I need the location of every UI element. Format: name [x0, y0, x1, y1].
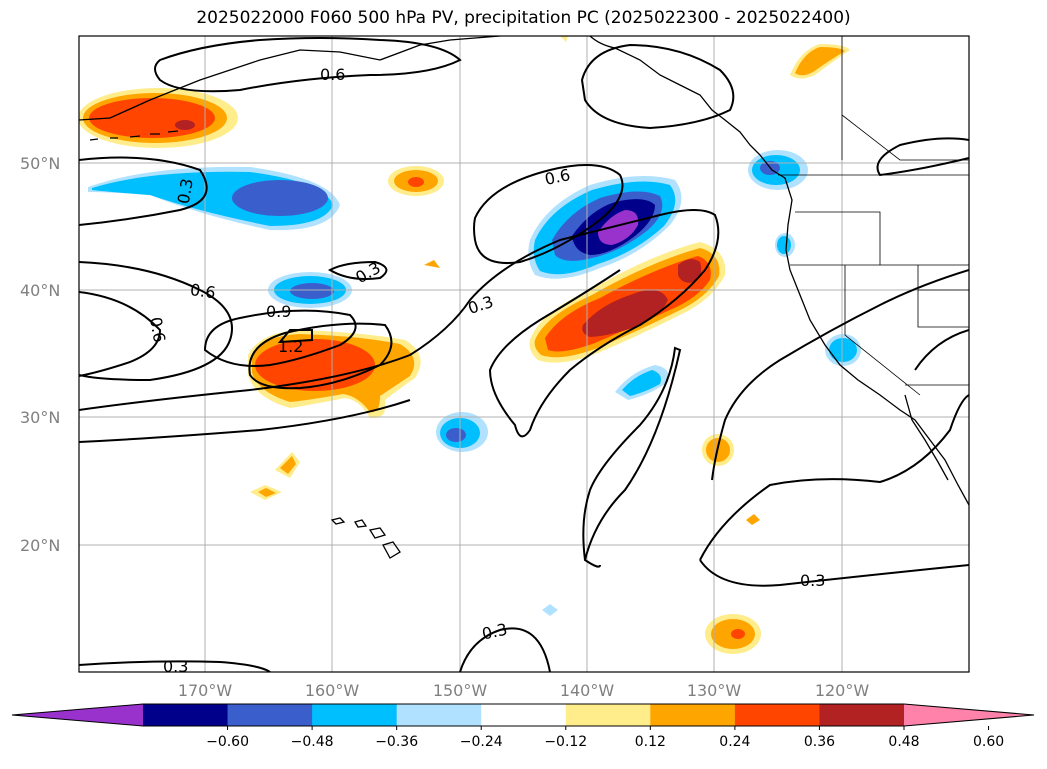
- colorbar-segment: [143, 704, 229, 726]
- colorbar-tick-label: 0.60: [973, 734, 1004, 750]
- gridlines: [79, 36, 969, 672]
- contour-label: 0.3: [174, 177, 197, 205]
- colorbar-segment: [312, 704, 398, 726]
- latitude-labels: 50°N 40°N 30°N 20°N: [20, 154, 60, 555]
- contour-label: 0.6: [543, 165, 572, 189]
- colorbar-segment: [734, 704, 820, 726]
- colorbar-tick-label: −0.36: [375, 734, 418, 750]
- lon-label: 160°W: [305, 681, 360, 700]
- contour-label: 0.3: [163, 657, 188, 676]
- contour-label: 1.2: [278, 337, 303, 356]
- contour-label: 0.9: [266, 302, 291, 321]
- contour-labels: 0.6 0.3 0.6 0.6 0.3 0.9 1.2 0.3 0.6 0.3 …: [146, 65, 825, 676]
- contour-label: 0.3: [800, 571, 825, 590]
- contour-label: 0.3: [466, 292, 496, 318]
- colorbar-segment: [227, 704, 313, 726]
- colorbar-segment: [650, 704, 736, 726]
- colorbar-segment: [565, 704, 651, 726]
- longitude-labels: 170°W 160°W 150°W 140°W 130°W 120°W: [178, 681, 870, 700]
- state-borders: [778, 36, 969, 396]
- lat-label: 40°N: [20, 281, 60, 300]
- colorbar-segment: [396, 704, 482, 726]
- colorbar-tick-label: −0.12: [544, 734, 587, 750]
- colorbar-tick-label: 0.24: [719, 734, 750, 750]
- colorbar-tick-label: −0.48: [291, 734, 334, 750]
- colorbar-tick-label: −0.24: [460, 734, 503, 750]
- colorbar-segment: [819, 704, 905, 726]
- lon-label: 130°W: [687, 681, 742, 700]
- colorbar-outline: [11, 703, 1035, 727]
- lat-label: 20°N: [20, 536, 60, 555]
- precip-shading: [79, 36, 861, 654]
- lat-label: 30°N: [20, 408, 60, 427]
- colorbar-tick-label: 0.36: [804, 734, 835, 750]
- contour-label: 0.6: [320, 65, 345, 84]
- map-frame: [78, 35, 970, 673]
- lon-label: 120°W: [815, 681, 870, 700]
- colorbar: −0.60 −0.48 −0.36 −0.24 −0.12 0.12 0.24 0.36 0.4…: [11, 703, 1035, 750]
- colorbar-segment: [481, 704, 567, 726]
- map-title: 2025022000 F060 500 hPa PV, precipitatio…: [196, 8, 851, 28]
- pv-contours: [79, 37, 969, 672]
- colorbar-extend-high: [904, 704, 1034, 726]
- colorbar-tick-label: 0.48: [888, 734, 919, 750]
- lon-label: 140°W: [560, 681, 615, 700]
- contour-label: 0.6: [189, 280, 217, 302]
- map-content: 0.6 0.3 0.6 0.6 0.3 0.9 1.2 0.3 0.6 0.3 …: [79, 36, 969, 676]
- lat-label: 50°N: [20, 154, 60, 173]
- lon-label: 150°W: [433, 681, 488, 700]
- colorbar-extend-low: [12, 704, 143, 726]
- colorbar-tick-label: 0.12: [635, 734, 666, 750]
- contour-label: 0.6: [146, 316, 169, 344]
- lon-label: 170°W: [178, 681, 233, 700]
- colorbar-tick-label: −0.60: [206, 734, 249, 750]
- contour-label: 0.3: [480, 620, 509, 644]
